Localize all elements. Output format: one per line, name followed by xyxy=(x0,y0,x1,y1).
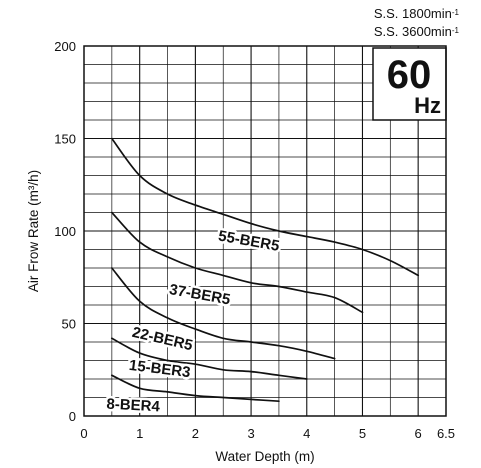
speed-1-exponent: -1 xyxy=(451,8,459,17)
y-tick-label: 0 xyxy=(69,409,76,424)
frequency-badge: 60 Hz xyxy=(372,47,447,121)
series-line-37-ber5 xyxy=(110,211,364,314)
y-tick-label: 100 xyxy=(54,224,76,239)
synchronous-speed-3600: S.S. 3600min-1 xyxy=(374,24,459,39)
frequency-badge-box xyxy=(372,47,447,121)
speed-1-text: S.S. 1800min xyxy=(373,6,452,21)
y-axis-ticks: 0 50 100 150 200 xyxy=(54,39,76,424)
series-label-55-ber5: 55-BER5 xyxy=(217,227,281,254)
major-grid xyxy=(84,46,446,416)
x-axis-ticks: 0 1 2 3 4 5 6 6.5 xyxy=(80,426,455,441)
x-axis-title: Water Depth (m) xyxy=(215,449,314,464)
y-axis-title: Air Frow Rate (m³/h) xyxy=(26,170,41,292)
speed-2-exponent: -1 xyxy=(451,26,459,35)
y-tick-label: 50 xyxy=(62,317,76,332)
frequency-unit: Hz xyxy=(414,93,441,118)
x-tick-label: 3 xyxy=(247,426,254,441)
plot-frame xyxy=(83,45,447,417)
series-line-15-ber3 xyxy=(110,337,308,380)
series-layer xyxy=(110,137,420,403)
series-line-8-ber4 xyxy=(110,374,280,403)
x-tick-label: 5 xyxy=(359,426,366,441)
series-line-22-ber5 xyxy=(110,267,336,360)
x-tick-label: 0 xyxy=(80,426,87,441)
x-tick-label: 2 xyxy=(192,426,199,441)
series-label-37-ber5: 37-BER5 xyxy=(168,281,232,308)
series-line-55-ber5 xyxy=(110,137,420,277)
x-tick-label: 6.5 xyxy=(437,426,455,441)
x-tick-label: 6 xyxy=(415,426,422,441)
x-tick-label: 4 xyxy=(303,426,310,441)
series-label-8-ber4: 8-BER4 xyxy=(106,396,161,416)
x-tick-label: 1 xyxy=(136,426,143,441)
synchronous-speed-1800: S.S. 1800min-1 xyxy=(374,6,459,21)
frequency-value: 60 xyxy=(387,53,432,97)
y-tick-label: 200 xyxy=(54,39,76,54)
y-tick-label: 150 xyxy=(54,132,76,147)
speed-2-text: S.S. 3600min xyxy=(373,24,452,39)
